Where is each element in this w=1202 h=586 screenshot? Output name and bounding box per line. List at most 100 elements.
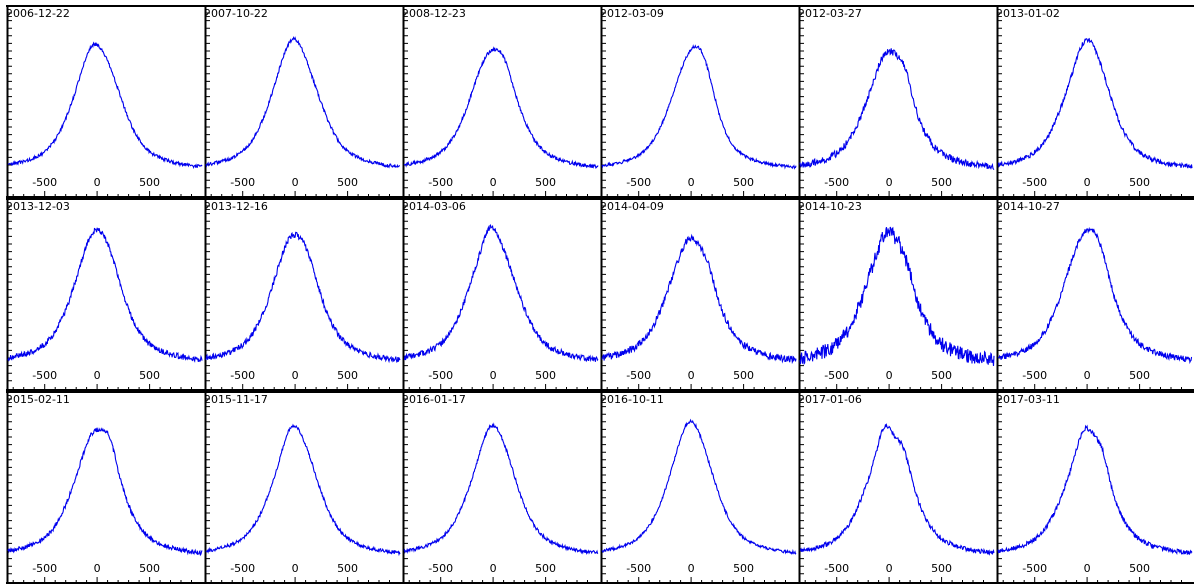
spectrum-line	[7, 427, 203, 557]
spectrum-line	[205, 35, 400, 169]
x-tick-label: -500	[32, 176, 57, 189]
panel-frame	[996, 198, 1194, 391]
chart-panel: -500 0 500 2013-12-16	[204, 198, 402, 391]
panel-plot: -500 0 500 2014-04-09	[600, 198, 798, 391]
x-tick-label: 0	[886, 369, 893, 382]
x-tick-label: 0	[1084, 562, 1091, 575]
chart-panel: -500 0 500 2015-02-11	[6, 391, 204, 584]
x-axis-ticks	[1002, 384, 1182, 390]
chart-panel: -500 0 500 2013-01-02	[996, 5, 1194, 198]
x-tick-label: 500	[931, 369, 952, 382]
spectrum-line	[7, 227, 203, 363]
spectrum-line	[601, 418, 797, 555]
x-tick-label: -500	[230, 562, 255, 575]
spectrum-line	[601, 44, 797, 170]
x-axis-ticks	[1002, 577, 1182, 583]
x-tick-label: 500	[535, 369, 556, 382]
x-axis-ticks	[606, 577, 786, 583]
x-tick-label: -500	[626, 562, 651, 575]
x-tick-label: 500	[139, 562, 160, 575]
panel-date-label: 2016-10-11	[600, 393, 664, 406]
y-axis-ticks	[602, 12, 606, 189]
chart-panel: -500 0 500 2012-03-27	[798, 5, 996, 198]
x-tick-label: -500	[626, 176, 651, 189]
x-tick-label: 500	[337, 176, 358, 189]
panel-plot: -500 0 500 2007-10-22	[204, 5, 402, 198]
spectrum-line	[997, 226, 1193, 365]
y-axis-ticks	[602, 398, 606, 575]
y-axis-ticks	[8, 205, 12, 382]
x-tick-label: 500	[733, 562, 754, 575]
panel-plot: -500 0 500 2006-12-22	[6, 5, 204, 198]
panel-plot: -500 0 500 2013-12-16	[204, 198, 402, 391]
panel-frame	[6, 391, 204, 584]
panel-frame	[798, 198, 996, 391]
panel-date-label: 2012-03-27	[798, 7, 862, 20]
y-axis-ticks	[206, 205, 210, 382]
x-tick-label: 500	[535, 562, 556, 575]
x-tick-label: 0	[490, 369, 497, 382]
spectrum-line	[205, 423, 401, 557]
x-tick-label: 0	[292, 562, 299, 575]
panel-plot: -500 0 500 2014-03-06	[402, 198, 600, 391]
panel-plot: -500 0 500 2015-02-11	[6, 391, 204, 584]
chart-panel: -500 0 500 2013-12-03	[6, 198, 204, 391]
x-tick-label: 500	[931, 176, 952, 189]
x-tick-label: 500	[337, 369, 358, 382]
x-tick-label: -500	[1022, 562, 1047, 575]
chart-panel: -500 0 500 2007-10-22	[204, 5, 402, 198]
x-tick-label: 0	[292, 176, 299, 189]
panel-frame	[600, 391, 798, 584]
x-tick-label: 0	[688, 369, 695, 382]
panel-frame	[798, 5, 996, 198]
chart-panel: -500 0 500 2016-01-17	[402, 391, 600, 584]
x-axis-ticks	[606, 384, 786, 390]
x-axis-ticks	[210, 191, 390, 197]
panel-plot: -500 0 500 2017-01-06	[798, 391, 996, 584]
panel-frame	[402, 391, 600, 584]
x-tick-label: 500	[1129, 562, 1150, 575]
panel-plot: -500 0 500 2014-10-23	[798, 198, 996, 391]
x-tick-label: 0	[1084, 176, 1091, 189]
panel-plot: -500 0 500 2017-03-11	[996, 391, 1194, 584]
y-axis-ticks	[8, 398, 12, 575]
spectrum-line	[799, 422, 995, 556]
panel-frame	[6, 5, 204, 198]
panel-plot: -500 0 500 2016-10-11	[600, 391, 798, 584]
panel-plot: -500 0 500 2013-12-03	[6, 198, 204, 391]
panel-frame	[996, 391, 1194, 584]
panel-frame	[402, 5, 600, 198]
y-axis-ticks	[800, 398, 804, 575]
y-axis-ticks	[404, 12, 408, 189]
panel-plot: -500 0 500 2012-03-09	[600, 5, 798, 198]
panel-frame	[600, 198, 798, 391]
x-axis-ticks	[804, 191, 984, 197]
panel-date-label: 2014-04-09	[600, 200, 664, 213]
x-tick-label: 0	[490, 562, 497, 575]
panel-frame	[204, 391, 402, 584]
y-axis-ticks	[206, 398, 210, 575]
chart-panel: -500 0 500 2015-11-17	[204, 391, 402, 584]
x-tick-label: 500	[139, 369, 160, 382]
spectrum-line	[205, 231, 401, 364]
x-tick-label: 0	[886, 176, 893, 189]
x-tick-label: -500	[1022, 176, 1047, 189]
x-axis-ticks	[408, 191, 588, 197]
chart-panel: -500 0 500 2017-03-11	[996, 391, 1194, 584]
panel-plot: -500 0 500 2014-10-27	[996, 198, 1194, 391]
spectrum-line	[799, 226, 995, 367]
panel-plot: -500 0 500 2008-12-23	[402, 5, 600, 198]
spectrum-line	[601, 233, 797, 365]
panel-plot: -500 0 500 2012-03-27	[798, 5, 996, 198]
panel-date-label: 2013-12-03	[6, 200, 70, 213]
spectrum-line	[997, 424, 1193, 556]
x-tick-label: 0	[886, 562, 893, 575]
y-axis-ticks	[602, 205, 606, 382]
x-tick-label: 500	[733, 176, 754, 189]
y-axis-ticks	[206, 12, 210, 189]
spectrum-line	[403, 224, 599, 363]
x-axis-ticks	[210, 384, 390, 390]
x-tick-label: 0	[94, 176, 101, 189]
chart-panel: -500 0 500 2014-04-09	[600, 198, 798, 391]
spectrum-line	[7, 41, 203, 170]
